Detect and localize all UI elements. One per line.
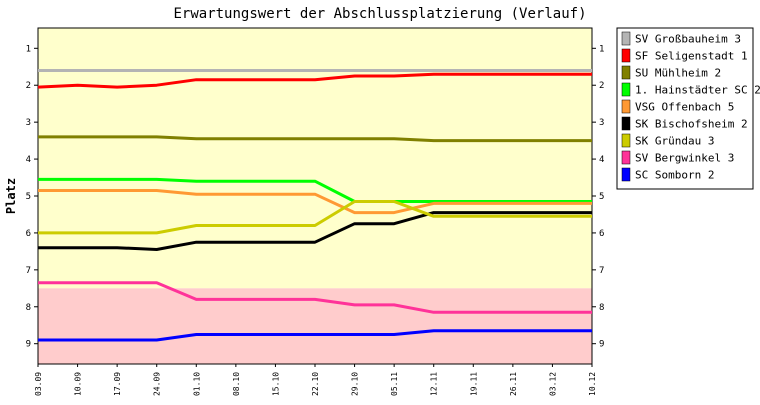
y-tick-label-left: 1 <box>26 44 31 54</box>
ticks-layer: 1 1 2 2 3 3 4 4 5 5 6 6 7 7 8 8 9 9 03.09 10.09 17.09 24.09 01… <box>26 44 605 396</box>
series-line-2 <box>37 72 592 89</box>
x-tick-label: 29.10 <box>351 372 360 396</box>
x-tick-label: 19.11 <box>469 372 478 396</box>
y-tick-label-right: 4 <box>599 155 604 165</box>
legend-box <box>616 27 754 190</box>
legend-label-9: SC Somborn 2 <box>635 169 714 182</box>
series-line-3 <box>38 135 592 143</box>
legend-label-4: 1. Hainstädter SC 2 <box>635 84 760 97</box>
y-tick-label-right: 1 <box>599 44 604 54</box>
legend-swatch-1 <box>621 31 631 46</box>
y-tick-label-left: 9 <box>26 340 31 350</box>
series-line-9 <box>38 329 592 342</box>
y-axis-label: Platz <box>4 178 18 214</box>
y-tick-label-right: 8 <box>599 303 604 313</box>
x-tick-label: 01.10 <box>192 372 201 396</box>
y-tick-label-left: 3 <box>26 118 31 128</box>
y-tick-label-left: 4 <box>26 155 31 165</box>
series-line-4 <box>38 177 592 203</box>
x-tick-label: 03.09 <box>34 372 43 396</box>
zone-band-1 <box>38 288 592 364</box>
x-tick-label: 12.11 <box>430 372 439 396</box>
series-line-7 <box>38 200 592 235</box>
legend-swatch-4 <box>621 82 631 97</box>
x-tick-label: 05.11 <box>390 372 399 396</box>
x-tick-label: 15.10 <box>271 372 280 396</box>
legend-label-2: SF Seligenstadt 1 <box>635 50 748 63</box>
x-tick-label: 24.09 <box>153 372 162 396</box>
x-tick-label: 10.09 <box>74 372 83 396</box>
y-tick-label-right: 6 <box>599 229 604 239</box>
y-tick-label-left: 2 <box>26 81 31 91</box>
y-tick-label-right: 3 <box>599 118 604 128</box>
legend-swatch-8 <box>621 150 631 165</box>
y-tick-label-right: 2 <box>599 81 604 91</box>
legend-swatch-6 <box>621 116 631 131</box>
series-line-6 <box>38 211 592 251</box>
series-line-5 <box>38 189 592 215</box>
legend-label-7: SK Gründau 3 <box>635 135 714 148</box>
x-tick-label: 10.12 <box>588 372 597 396</box>
y-tick-label-left: 7 <box>26 266 31 276</box>
y-tick-label-left: 6 <box>26 229 31 239</box>
x-tick-label: 08.10 <box>232 372 241 396</box>
y-tick-label-right: 7 <box>599 266 604 276</box>
legend-label-1: SV Großbauheim 3 <box>635 33 741 46</box>
legend-swatch-9 <box>621 167 631 182</box>
legend-swatch-7 <box>621 133 631 148</box>
legend-swatch-3 <box>621 65 631 80</box>
lines-layer <box>37 69 592 342</box>
y-tick-label-left: 5 <box>26 192 31 202</box>
y-tick-label-left: 8 <box>26 303 31 313</box>
x-tick-label: 17.09 <box>113 372 122 396</box>
x-tick-label: 03.12 <box>548 372 557 396</box>
legend-label-3: SU Mühlheim 2 <box>635 67 721 80</box>
y-tick-label-right: 9 <box>599 340 604 350</box>
legend-swatch-5 <box>621 99 631 114</box>
x-tick-label: 22.10 <box>311 372 320 396</box>
y-tick-label-right: 5 <box>599 192 604 202</box>
chart-title: Erwartungswert der Abschlussplatzierung … <box>173 6 586 22</box>
legend-label-8: SV Bergwinkel 3 <box>635 152 734 165</box>
legend-label-6: SK Bischofsheim 2 <box>635 118 748 131</box>
legend: SV Großbauheim 3 SF Seligenstadt 1 SU Mühl… <box>616 27 760 190</box>
legend-swatch-2 <box>621 48 631 63</box>
x-tick-label: 26.11 <box>509 372 518 396</box>
series-line-8 <box>38 281 592 314</box>
legend-label-5: VSG Offenbach 5 <box>635 101 734 114</box>
